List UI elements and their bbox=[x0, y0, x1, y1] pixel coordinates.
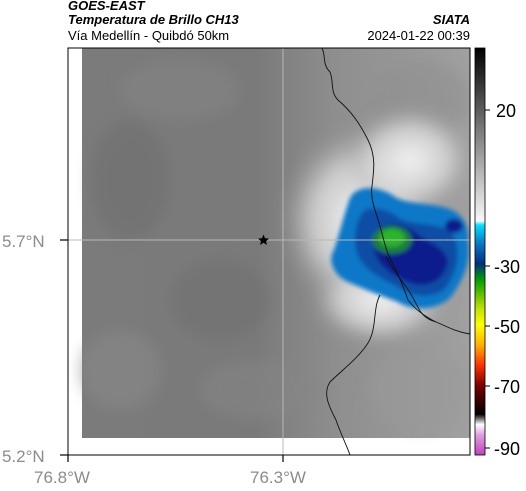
graticule bbox=[68, 48, 470, 455]
route-label: Vía Medellín - Quibdó 50km bbox=[68, 28, 230, 43]
timestamp: 2024-01-22 00:39 bbox=[367, 28, 470, 43]
star-icon bbox=[258, 234, 269, 245]
product-title: Temperatura de Brillo CH13 bbox=[68, 12, 239, 27]
brand-label: SIATA bbox=[432, 12, 470, 27]
boundary-lines bbox=[321, 48, 470, 455]
colorbar-label: 20 bbox=[496, 101, 516, 121]
colorbar-label: -90 bbox=[494, 439, 520, 459]
river-line bbox=[385, 255, 437, 323]
colorbar-label: -50 bbox=[494, 317, 520, 337]
coastline bbox=[326, 294, 381, 455]
satellite-image bbox=[68, 48, 470, 455]
lat-tick-label: 5.2°N bbox=[2, 447, 45, 466]
longitude-axis: 76.8°W 76.3°W bbox=[34, 455, 306, 487]
department-border bbox=[321, 48, 470, 335]
map-frame bbox=[67, 47, 471, 456]
lon-tick-label: 76.3°W bbox=[250, 468, 306, 487]
colorbar-label: -70 bbox=[494, 377, 520, 397]
colorbar-label: -30 bbox=[494, 257, 520, 277]
latitude-axis: 5.7°N 5.2°N bbox=[2, 232, 68, 466]
lon-tick-label: 76.8°W bbox=[34, 468, 90, 487]
colorbar-ramp bbox=[474, 47, 486, 456]
colorbar: 20 -30 -50 -70 -90 bbox=[474, 47, 520, 459]
lat-tick-label: 5.7°N bbox=[2, 232, 45, 251]
satellite-title: GOES-EAST bbox=[68, 0, 145, 13]
location-marker bbox=[258, 234, 269, 245]
cold-cloud-tops bbox=[331, 188, 469, 309]
